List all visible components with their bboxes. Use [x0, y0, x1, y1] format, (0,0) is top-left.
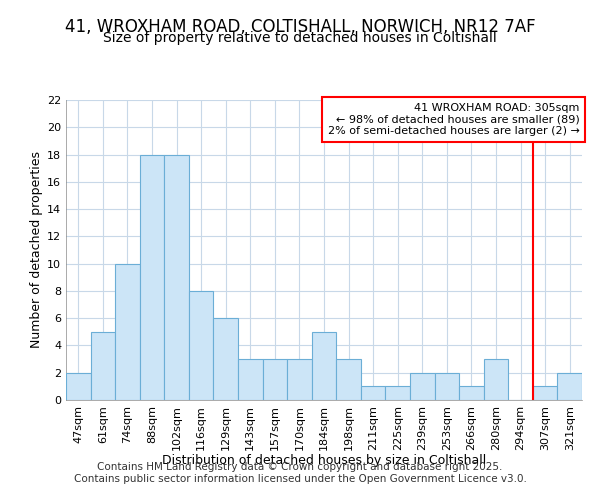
Text: 41, WROXHAM ROAD, COLTISHALL, NORWICH, NR12 7AF: 41, WROXHAM ROAD, COLTISHALL, NORWICH, N… [65, 18, 535, 36]
Bar [189, 291, 214, 400]
Bar [410, 372, 434, 400]
Bar [557, 372, 582, 400]
Bar [361, 386, 385, 400]
Bar [214, 318, 238, 400]
Y-axis label: Number of detached properties: Number of detached properties [30, 152, 43, 348]
Text: Size of property relative to detached houses in Coltishall: Size of property relative to detached ho… [103, 31, 497, 45]
Bar [459, 386, 484, 400]
Text: Contains HM Land Registry data © Crown copyright and database right 2025.: Contains HM Land Registry data © Crown c… [97, 462, 503, 472]
Bar [312, 332, 336, 400]
Bar [238, 359, 263, 400]
Bar [164, 154, 189, 400]
Text: 41 WROXHAM ROAD: 305sqm
← 98% of detached houses are smaller (89)
2% of semi-det: 41 WROXHAM ROAD: 305sqm ← 98% of detache… [328, 103, 580, 136]
Bar [434, 372, 459, 400]
Bar [336, 359, 361, 400]
Bar [91, 332, 115, 400]
Bar [140, 154, 164, 400]
Bar [385, 386, 410, 400]
Text: Contains public sector information licensed under the Open Government Licence v3: Contains public sector information licen… [74, 474, 526, 484]
Bar [533, 386, 557, 400]
Bar [115, 264, 140, 400]
Bar [263, 359, 287, 400]
Bar [66, 372, 91, 400]
Bar [484, 359, 508, 400]
Bar [287, 359, 312, 400]
X-axis label: Distribution of detached houses by size in Coltishall: Distribution of detached houses by size … [162, 454, 486, 467]
